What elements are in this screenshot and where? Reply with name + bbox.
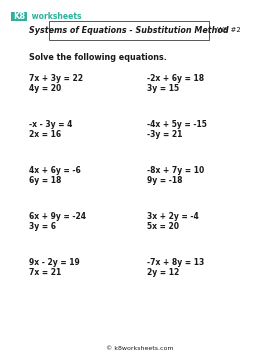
Text: 2y = 12: 2y = 12	[147, 268, 179, 277]
FancyBboxPatch shape	[11, 12, 27, 21]
Text: 5x = 20: 5x = 20	[147, 222, 179, 231]
Text: 7x = 21: 7x = 21	[29, 268, 62, 277]
Text: -2x + 6y = 18: -2x + 6y = 18	[147, 74, 204, 83]
Text: worksheets: worksheets	[29, 12, 81, 21]
Text: -x - 3y = 4: -x - 3y = 4	[29, 120, 73, 129]
Text: WS #2: WS #2	[217, 27, 241, 33]
Text: 6x + 9y = -24: 6x + 9y = -24	[29, 212, 87, 221]
Text: 6y = 18: 6y = 18	[29, 176, 62, 185]
Text: K8: K8	[13, 12, 25, 21]
Text: 9x - 2y = 19: 9x - 2y = 19	[29, 258, 80, 267]
Text: 7x + 3y = 22: 7x + 3y = 22	[29, 74, 83, 83]
Text: -7x + 8y = 13: -7x + 8y = 13	[147, 258, 204, 267]
Text: -3y = 21: -3y = 21	[147, 130, 182, 139]
Text: Systems of Equations - Substitution Method: Systems of Equations - Substitution Meth…	[29, 26, 228, 35]
Text: © k8worksheets.com: © k8worksheets.com	[106, 346, 174, 351]
Text: -8x + 7y = 10: -8x + 7y = 10	[147, 166, 204, 175]
Text: 4x + 6y = -6: 4x + 6y = -6	[29, 166, 81, 175]
Text: 3x + 2y = -4: 3x + 2y = -4	[147, 212, 199, 221]
Text: Solve the following equations.: Solve the following equations.	[29, 53, 167, 62]
Text: 3y = 6: 3y = 6	[29, 222, 56, 231]
Text: 9y = -18: 9y = -18	[147, 176, 183, 185]
FancyBboxPatch shape	[49, 21, 209, 40]
Text: 3y = 15: 3y = 15	[147, 84, 179, 93]
Text: 2x = 16: 2x = 16	[29, 130, 62, 139]
Text: 4y = 20: 4y = 20	[29, 84, 62, 93]
Text: -4x + 5y = -15: -4x + 5y = -15	[147, 120, 207, 129]
